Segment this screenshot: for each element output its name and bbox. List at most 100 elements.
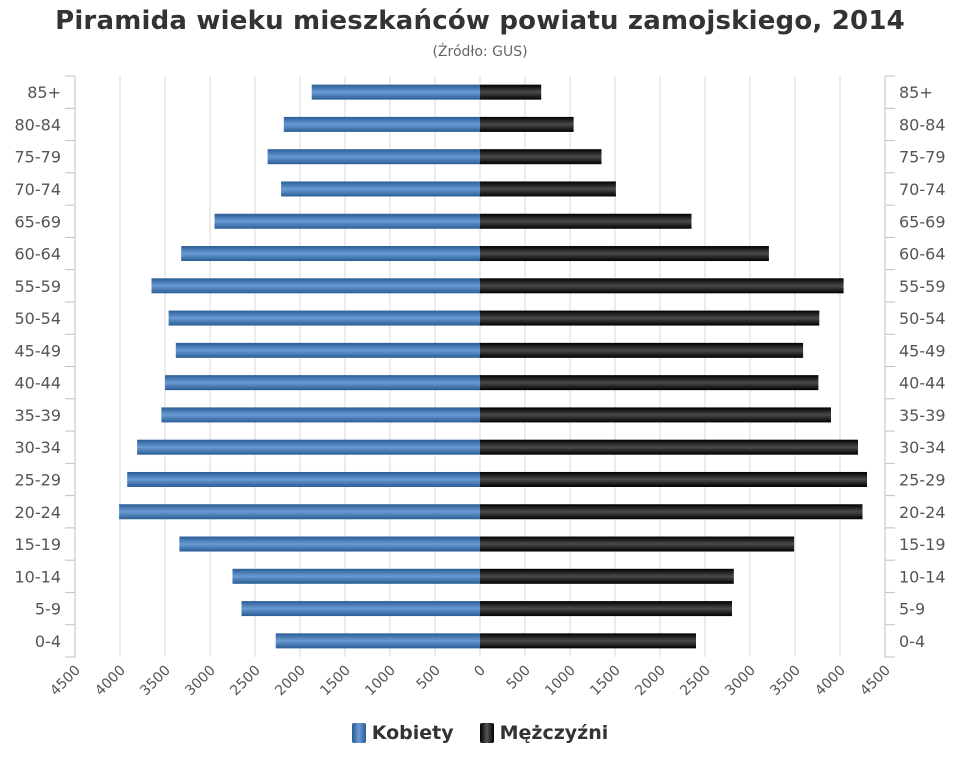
y-tick-label-left: 10-14 <box>15 567 62 586</box>
bar-men <box>480 342 804 358</box>
y-tick-label-left: 70-74 <box>15 180 62 199</box>
bar-women <box>161 407 480 423</box>
y-tick-label-right: 25-29 <box>899 470 946 489</box>
bar-women <box>283 116 480 132</box>
bar-men <box>480 213 692 229</box>
x-tick-label: 3000 <box>722 663 759 700</box>
bar-men <box>480 439 858 455</box>
bar-men <box>480 633 696 649</box>
x-tick-label: 3500 <box>767 663 804 700</box>
y-tick-label-left: 50-54 <box>15 309 62 328</box>
bar-women <box>181 246 480 262</box>
x-tick-label: 2000 <box>632 663 669 700</box>
legend-swatch-women <box>351 723 366 743</box>
y-tick-label-right: 65-69 <box>899 212 946 231</box>
y-tick-label-left: 55-59 <box>15 277 62 296</box>
bar-women <box>179 536 480 552</box>
y-tick-label-right: 85+ <box>899 83 933 102</box>
x-tick-label: 4500 <box>47 663 84 700</box>
y-tick-label-left: 15-19 <box>15 535 62 554</box>
x-tick-label: 0 <box>471 663 489 681</box>
y-tick-label-left: 5-9 <box>35 600 61 619</box>
x-tick-label: 3500 <box>137 663 174 700</box>
bar-women <box>311 84 480 100</box>
y-tick-label-left: 25-29 <box>15 470 62 489</box>
y-tick-label-right: 50-54 <box>899 309 946 328</box>
bar-men <box>480 536 795 552</box>
x-tick-label: 3000 <box>182 663 219 700</box>
legend-item-men[interactable]: Mężczyźni <box>479 722 609 744</box>
y-tick-label-left: 45-49 <box>15 341 62 360</box>
y-tick-label-right: 10-14 <box>899 567 946 586</box>
bar-men <box>480 504 863 520</box>
x-tick-label: 500 <box>414 663 444 693</box>
y-tick-label-right: 55-59 <box>899 277 946 296</box>
bar-women <box>214 213 480 229</box>
x-tick-label: 1500 <box>587 663 624 700</box>
x-tick-label: 2500 <box>227 663 264 700</box>
x-tick-label: 1000 <box>542 663 579 700</box>
bar-women <box>275 633 480 649</box>
y-tick-label-right: 60-64 <box>899 245 946 264</box>
bar-men <box>480 407 831 423</box>
x-tick-label: 500 <box>504 663 534 693</box>
bar-men <box>480 181 616 197</box>
y-tick-label-right: 75-79 <box>899 148 946 167</box>
bar-men <box>480 601 732 617</box>
y-tick-label-right: 45-49 <box>899 341 946 360</box>
bar-men <box>480 149 602 165</box>
chart-subtitle: (Źródło: GUS) <box>432 44 528 60</box>
bar-men <box>480 568 734 584</box>
y-tick-label-right: 35-39 <box>899 406 946 425</box>
y-tick-label-right: 70-74 <box>899 180 946 199</box>
bar-women <box>175 342 481 358</box>
y-tick-label-left: 65-69 <box>15 212 62 231</box>
bar-women <box>281 181 480 197</box>
y-tick-label-right: 5-9 <box>899 600 925 619</box>
y-tick-label-right: 0-4 <box>899 632 925 651</box>
bar-men <box>480 310 820 326</box>
y-tick-label-left: 85+ <box>27 83 61 102</box>
x-tick-label: 1500 <box>317 663 354 700</box>
x-tick-label: 2500 <box>677 663 714 700</box>
x-tick-label: 4500 <box>857 663 894 700</box>
bar-layer <box>119 84 867 649</box>
y-tick-label-left: 35-39 <box>15 406 62 425</box>
bar-men <box>480 278 844 294</box>
y-tick-label-right: 80-84 <box>899 115 946 134</box>
bar-women <box>137 439 480 455</box>
bar-women <box>232 568 480 584</box>
bar-men <box>480 246 769 262</box>
y-tick-label-left: 80-84 <box>15 115 62 134</box>
bar-men <box>480 375 819 391</box>
y-tick-label-left: 75-79 <box>15 148 62 167</box>
y-tick-label-left: 60-64 <box>15 245 62 264</box>
bar-women <box>168 310 480 326</box>
bar-women <box>119 504 480 520</box>
x-tick-label: 4000 <box>92 663 129 700</box>
y-tick-label-right: 20-24 <box>899 503 946 522</box>
y-tick-label-left: 30-34 <box>15 438 62 457</box>
x-tick-label: 2000 <box>272 663 309 700</box>
chart-title: Piramida wieku mieszkańców powiatu zamoj… <box>55 6 905 36</box>
bar-men <box>480 84 542 100</box>
y-tick-label-left: 20-24 <box>15 503 62 522</box>
x-tick-label: 4000 <box>812 663 849 700</box>
x-tick-label: 1000 <box>362 663 399 700</box>
y-tick-label-left: 40-44 <box>15 374 62 393</box>
bar-women <box>127 471 480 487</box>
legend-label-men: Mężczyźni <box>499 722 609 744</box>
bar-men <box>480 471 867 487</box>
y-tick-label-right: 40-44 <box>899 374 946 393</box>
y-tick-label-left: 0-4 <box>35 632 61 651</box>
bar-women <box>165 375 480 391</box>
y-tick-label-right: 30-34 <box>899 438 946 457</box>
bar-women <box>151 278 480 294</box>
y-tick-label-right: 15-19 <box>899 535 946 554</box>
legend-swatch-men <box>479 723 494 743</box>
legend: Kobiety Mężczyźni <box>0 722 960 744</box>
bar-women <box>267 149 480 165</box>
bar-men <box>480 116 574 132</box>
legend-item-women[interactable]: Kobiety <box>351 722 454 744</box>
